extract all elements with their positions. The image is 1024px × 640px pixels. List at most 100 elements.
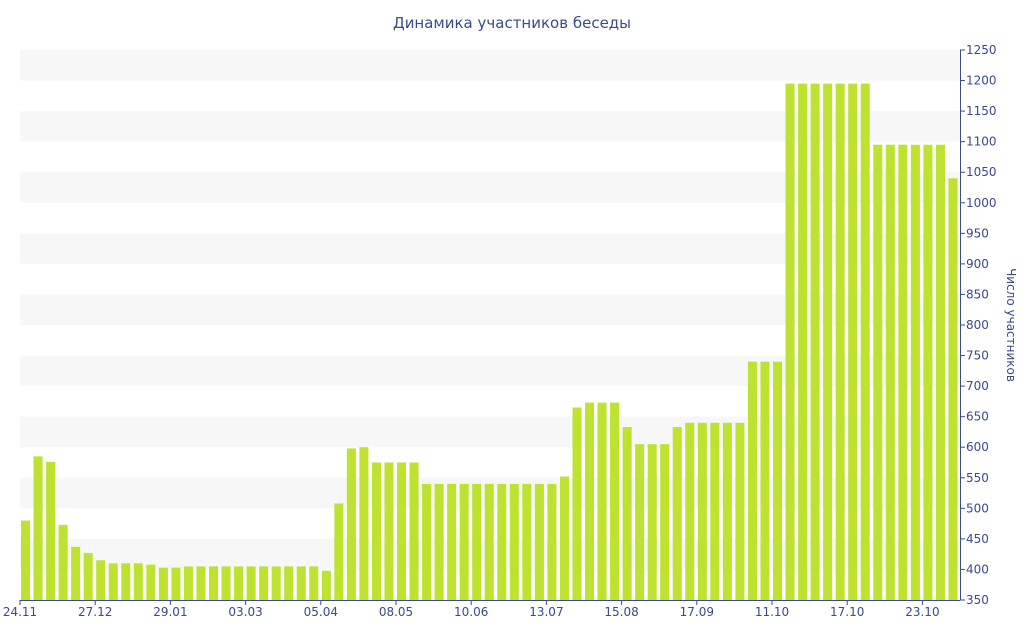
bar — [635, 444, 645, 600]
bar — [71, 546, 81, 600]
bars — [21, 83, 958, 601]
bar — [522, 483, 532, 600]
bar — [96, 560, 106, 600]
bar — [83, 552, 93, 600]
bar — [321, 570, 331, 600]
x-tick-label: 27.12 — [78, 605, 112, 619]
y-tick-label: 450 — [966, 532, 989, 546]
bar — [735, 422, 745, 600]
bar — [873, 144, 883, 600]
y-tick-label: 750 — [966, 349, 989, 363]
bar — [484, 483, 494, 600]
bar — [948, 178, 958, 600]
x-tick-label: 17.09 — [680, 605, 714, 619]
bar — [747, 361, 757, 600]
bar — [647, 444, 657, 600]
bar — [21, 520, 31, 600]
y-tick-label: 800 — [966, 318, 989, 332]
x-tick-label: 23.10 — [905, 605, 939, 619]
bar — [760, 361, 770, 600]
x-axis-ticks: 24.11 27.12 29.01 03.03 05.04 08.05 10.06 13.07… — [3, 600, 940, 619]
bar — [572, 407, 582, 600]
bar — [284, 566, 294, 600]
y-tick-label: 700 — [966, 379, 989, 393]
bar — [610, 402, 620, 600]
y-tick-label: 850 — [966, 287, 989, 301]
bar — [559, 476, 569, 600]
bar — [860, 83, 870, 601]
bar — [597, 402, 607, 600]
grid-band — [20, 50, 960, 81]
bar — [672, 427, 682, 600]
bar — [509, 483, 519, 600]
y-axis-title: Число участников — [1004, 268, 1018, 382]
bar — [146, 564, 156, 600]
bar — [183, 566, 193, 600]
y-tick-label: 350 — [966, 593, 989, 607]
bar — [158, 567, 168, 600]
bar — [397, 462, 407, 600]
bar — [660, 444, 670, 600]
x-tick-label: 11.10 — [755, 605, 789, 619]
y-tick-label: 950 — [966, 226, 989, 240]
bar — [497, 483, 507, 600]
bar — [773, 361, 783, 600]
bar — [810, 83, 820, 601]
bar — [447, 483, 457, 600]
y-tick-label: 1000 — [966, 196, 997, 210]
y-axis-ticks: 350 400 450 500 550 600 650 700 750 800 850 900 950 1… — [960, 43, 997, 607]
bar — [534, 483, 544, 600]
x-tick-label: 10.06 — [454, 605, 488, 619]
bar — [923, 144, 933, 600]
y-tick-label: 650 — [966, 410, 989, 424]
x-tick-label: 13.07 — [529, 605, 563, 619]
bar — [823, 83, 833, 601]
y-tick-label: 1250 — [966, 43, 997, 57]
y-tick-label: 900 — [966, 257, 989, 271]
y-tick-label: 550 — [966, 471, 989, 485]
bar — [422, 483, 432, 600]
y-tick-label: 1200 — [966, 74, 997, 88]
bar — [384, 462, 394, 600]
bar — [785, 83, 795, 601]
y-tick-label: 500 — [966, 501, 989, 515]
bar — [359, 447, 369, 600]
bar — [121, 563, 131, 600]
bar — [259, 566, 269, 600]
x-tick-label: 05.04 — [304, 605, 338, 619]
bar — [33, 456, 43, 600]
bar — [171, 567, 181, 600]
bar — [898, 144, 908, 600]
bar — [798, 83, 808, 601]
bar — [271, 566, 281, 600]
x-tick-label: 24.11 — [3, 605, 37, 619]
bar — [685, 422, 695, 600]
bar — [885, 144, 895, 600]
bar — [409, 462, 419, 600]
bar — [697, 422, 707, 600]
x-tick-label: 15.08 — [604, 605, 638, 619]
y-tick-label: 600 — [966, 440, 989, 454]
bar — [46, 461, 56, 600]
bar — [196, 566, 206, 600]
bar — [221, 566, 231, 600]
chart-title: Динамика участников беседы — [393, 14, 631, 32]
bar — [710, 422, 720, 600]
bar — [459, 483, 469, 600]
bar — [910, 144, 920, 600]
bar — [133, 563, 143, 600]
bar — [58, 524, 68, 600]
bar — [309, 566, 319, 600]
x-tick-label: 29.01 — [153, 605, 187, 619]
bar — [296, 566, 306, 600]
bar — [547, 483, 557, 600]
bar — [346, 448, 356, 600]
bar — [585, 402, 595, 600]
bar — [246, 566, 256, 600]
bar — [371, 462, 381, 600]
bar — [472, 483, 482, 600]
bar — [835, 83, 845, 601]
bar — [234, 566, 244, 600]
